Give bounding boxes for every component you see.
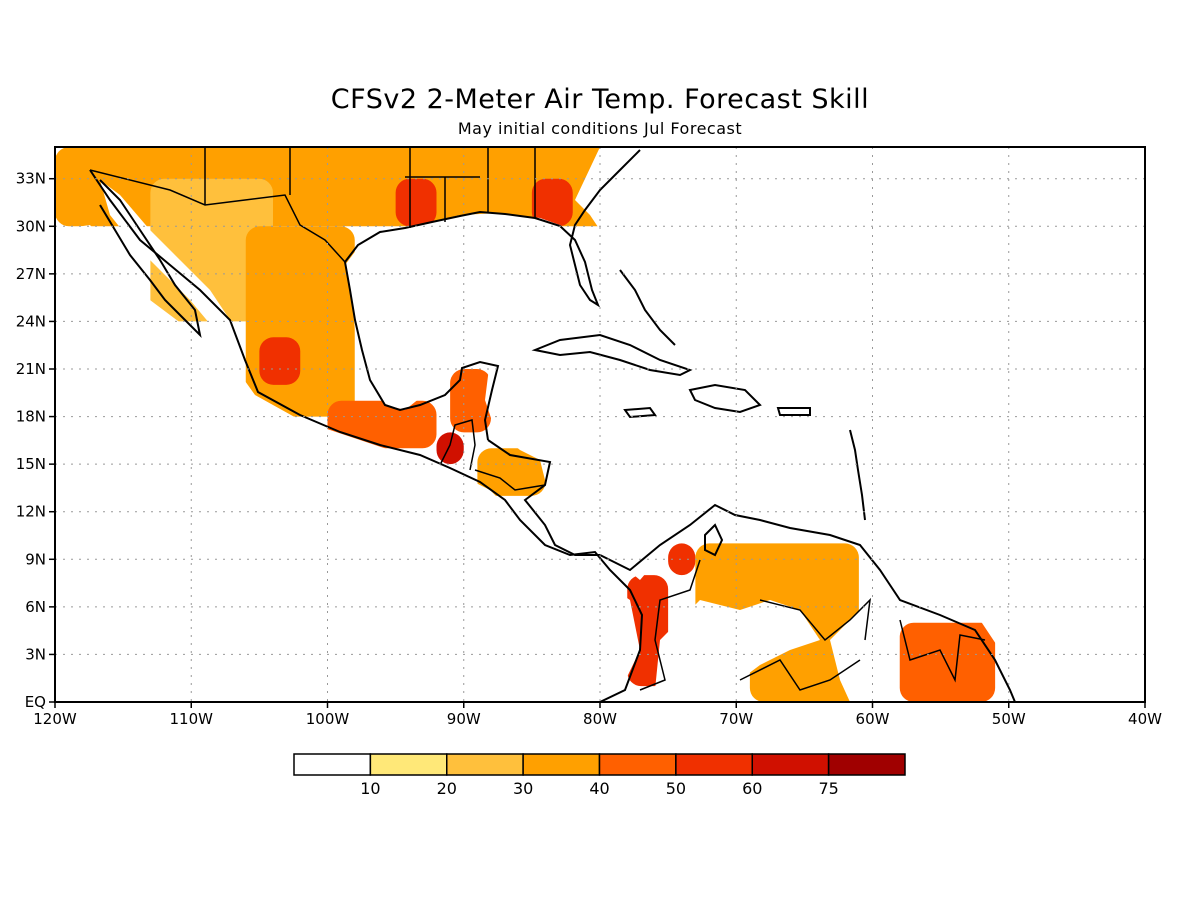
colorbar-swatch bbox=[522, 753, 601, 776]
lat-tick-label: 12N bbox=[16, 503, 46, 521]
lat-tick-label: EQ bbox=[25, 693, 46, 711]
skill-region-12 bbox=[899, 622, 996, 702]
lat-tick-label: 3N bbox=[25, 645, 46, 663]
amazon-low-skill bbox=[655, 600, 820, 702]
pacific-ocean bbox=[55, 225, 640, 702]
lat-tick-label: 9N bbox=[25, 550, 46, 568]
colorbar-swatch bbox=[446, 753, 524, 776]
lat-tick-label: 6N bbox=[25, 598, 46, 616]
lat-tick-label: 21N bbox=[16, 360, 46, 378]
gulf-of-mexico bbox=[345, 213, 600, 410]
lon-tick-label: 50W bbox=[992, 710, 1026, 728]
colorbar-swatch bbox=[675, 753, 753, 776]
skill-region-13 bbox=[395, 178, 437, 227]
lon-tick-label: 100W bbox=[306, 710, 350, 728]
lat-tick-label: 27N bbox=[16, 265, 46, 283]
lon-tick-label: 120W bbox=[33, 710, 77, 728]
lat-tick-label: 18N bbox=[16, 408, 46, 426]
lat-tick-label: 24N bbox=[16, 312, 46, 330]
lon-tick-label: 40W bbox=[1128, 710, 1162, 728]
colorbar-label: 60 bbox=[742, 779, 762, 798]
lon-tick-label: 110W bbox=[170, 710, 214, 728]
colorbar-swatch bbox=[827, 753, 906, 776]
lat-lon-grid bbox=[55, 147, 1145, 702]
lon-tick-label: 70W bbox=[719, 710, 753, 728]
colorbar-label: 75 bbox=[818, 779, 838, 798]
skill-region-3 bbox=[259, 337, 301, 385]
amazon-low-skill-2 bbox=[830, 610, 885, 702]
axis-ticks: 120W 110W 100W 90W 80W 70W 60W 50W 40W EQ 3N 6N 9N 12… bbox=[16, 170, 1162, 728]
skill-region-5 bbox=[436, 432, 464, 465]
colorbar-label: 40 bbox=[589, 779, 609, 798]
skill-region-9 bbox=[668, 543, 696, 576]
skill-region-7 bbox=[477, 448, 546, 496]
colorbar-label: 20 bbox=[437, 779, 457, 798]
colorbar: 10 20 30 40 50 60 75 bbox=[293, 753, 906, 798]
colorbar-swatch bbox=[598, 753, 677, 776]
ocean-mask bbox=[55, 147, 1145, 702]
colorbar-label: 10 bbox=[360, 779, 380, 798]
lon-tick-label: 80W bbox=[583, 710, 617, 728]
lon-tick-label: 60W bbox=[856, 710, 890, 728]
caribbean-sea bbox=[485, 335, 880, 580]
colorbar-swatch bbox=[369, 753, 448, 776]
country-borders bbox=[89, 147, 986, 691]
lat-tick-label: 33N bbox=[16, 170, 46, 188]
skill-region-14 bbox=[531, 178, 573, 227]
map-subtitle: May initial conditions Jul Forecast bbox=[457, 119, 743, 138]
colorbar-label: 50 bbox=[666, 779, 686, 798]
lat-tick-label: 15N bbox=[16, 455, 46, 473]
colorbar-swatch bbox=[293, 753, 372, 776]
atlantic-ocean bbox=[575, 147, 1145, 702]
colorbar-label: 30 bbox=[513, 779, 533, 798]
colorbar-swatch bbox=[751, 753, 830, 776]
lat-tick-label: 30N bbox=[16, 217, 46, 235]
lon-tick-label: 90W bbox=[447, 710, 481, 728]
map-title: CFSv2 2-Meter Air Temp. Forecast Skill bbox=[330, 84, 870, 115]
